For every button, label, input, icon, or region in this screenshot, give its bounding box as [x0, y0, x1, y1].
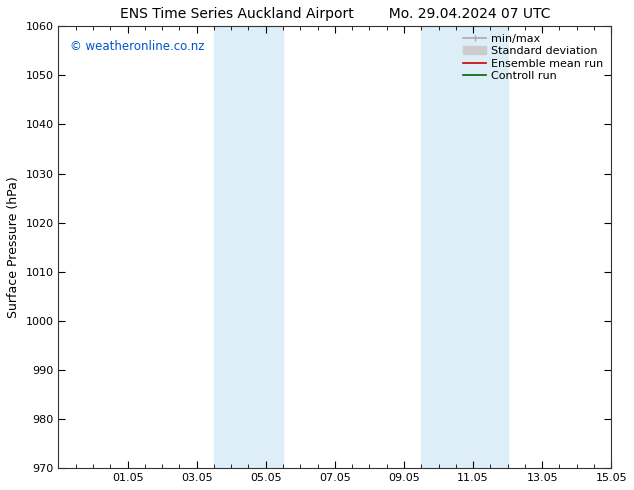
Bar: [421, 26, 508, 468]
Bar: [214, 26, 283, 468]
Title: ENS Time Series Auckland Airport        Mo. 29.04.2024 07 UTC: ENS Time Series Auckland Airport Mo. 29.…: [120, 7, 550, 21]
Legend: min/max, Standard deviation, Ensemble mean run, Controll run: min/max, Standard deviation, Ensemble me…: [459, 29, 608, 85]
Y-axis label: Surface Pressure (hPa): Surface Pressure (hPa): [7, 176, 20, 318]
Text: © weatheronline.co.nz: © weatheronline.co.nz: [70, 40, 204, 52]
